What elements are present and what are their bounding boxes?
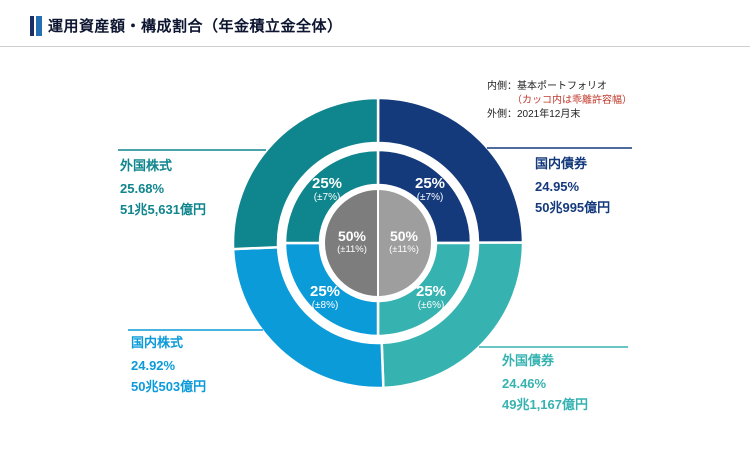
callout-foreign-bonds: 外国債券 24.46% 49兆1,167億円 [502, 350, 588, 413]
legend-outer-ring-note: 外側：2021年12月末 [487, 109, 581, 120]
segment-amount: 51兆5,631億円 [120, 202, 206, 217]
chart-legend: 内側：基本ポートフォリオ （カッコ内は乖離許容幅） 外側：2021年12月末 [487, 80, 632, 122]
segment-name: 国内株式 [131, 335, 184, 350]
callout-foreign-equity: 外国株式 25.68% 51兆5,631億円 [120, 155, 206, 218]
segment-name: 外国株式 [120, 158, 173, 173]
legend-deviation-note: （カッコ内は乖離許容幅） [512, 95, 632, 106]
segment-name: 国内債券 [535, 156, 588, 171]
header-accent-bar-dark [30, 16, 34, 36]
header-accent-icon [30, 16, 42, 36]
segment-share: 24.46% [502, 376, 547, 391]
segment-amount: 49兆1,167億円 [502, 397, 588, 412]
segment-amount: 50兆503億円 [131, 379, 207, 394]
segment-share: 24.92% [131, 358, 176, 373]
callout-domestic-equity: 国内株式 24.92% 50兆503億円 [131, 332, 206, 395]
page-header: 運用資産額・構成割合（年金積立金全体） [0, 0, 750, 47]
segment-amount: 50兆995億円 [535, 200, 611, 215]
header-accent-bar-blue [36, 16, 42, 36]
callout-domestic-bonds: 国内債券 24.95% 50兆995億円 [535, 153, 610, 216]
segment-share: 24.95% [535, 179, 580, 194]
legend-inner-ring-note: 内側：基本ポートフォリオ [487, 81, 607, 92]
page-title: 運用資産額・構成割合（年金積立金全体） [48, 18, 343, 35]
segment-share: 25.68% [120, 181, 165, 196]
segment-name: 外国債券 [502, 353, 555, 368]
